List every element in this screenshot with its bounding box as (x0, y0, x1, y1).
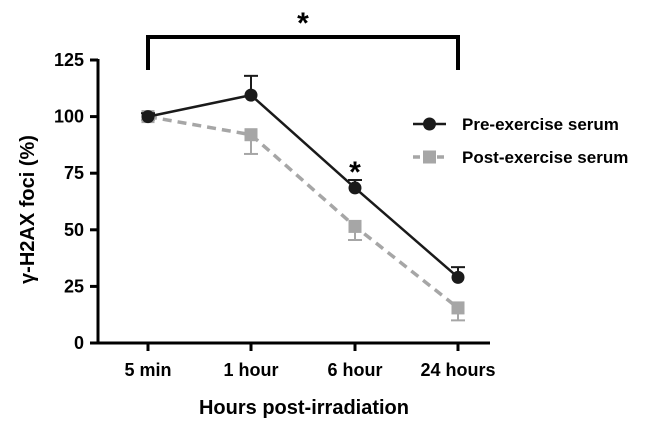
data-point (348, 181, 362, 195)
legend-item: Post-exercise serum (413, 148, 628, 167)
legend-marker (423, 117, 436, 131)
y-tick-label: 75 (64, 163, 84, 183)
legend-marker (423, 150, 436, 164)
y-tick-label: 125 (54, 50, 84, 70)
legend-item: Pre-exercise serum (413, 115, 619, 134)
y-tick-label: 0 (74, 333, 84, 353)
data-point (451, 270, 465, 284)
x-axis-title: Hours post-irradiation (199, 397, 409, 419)
x-ticks: 5 min 1 hour 6 hour 24 hours (124, 343, 496, 380)
y-ticks: 0 25 50 75 100 125 (54, 50, 98, 353)
data-point (244, 128, 258, 142)
series-line (147, 93, 459, 279)
significance-bracket (146, 35, 460, 70)
data-point (244, 88, 258, 102)
x-tick-label: 24 hours (420, 360, 495, 380)
data-point (451, 301, 465, 315)
y-tick-label: 100 (54, 107, 84, 127)
legend: Pre-exercise serum Post-exercise serum (413, 115, 628, 167)
series-pre-exercise (141, 74, 465, 284)
x-tick-label: 1 hour (223, 360, 278, 380)
series-layer (141, 74, 465, 322)
legend-label: Post-exercise serum (462, 148, 628, 167)
data-point (348, 219, 362, 233)
data-point (141, 110, 155, 124)
significance-star: * (349, 156, 361, 189)
axes (96, 59, 490, 345)
annotation-layer: ** (146, 7, 460, 189)
significance-star: * (297, 7, 309, 40)
legend-label: Pre-exercise serum (462, 115, 619, 134)
y-tick-label: 50 (64, 220, 84, 240)
x-tick-label: 5 min (124, 360, 171, 380)
series-line (147, 114, 460, 310)
y-axis-title: γ-H2AX foci (%) (17, 135, 39, 284)
y-tick-label: 25 (64, 276, 84, 296)
x-tick-label: 6 hour (327, 360, 382, 380)
